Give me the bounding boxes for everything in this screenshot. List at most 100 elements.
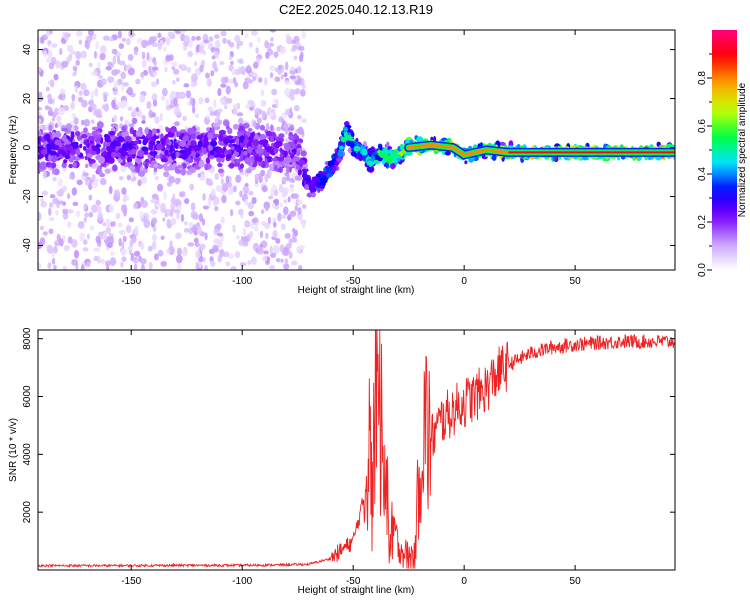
spectrogram-noise-cell bbox=[99, 177, 107, 186]
spectrogram-noise-cell bbox=[215, 185, 222, 192]
spectrogram-noise-cell bbox=[209, 256, 214, 263]
spectrogram-cell bbox=[318, 185, 325, 189]
spectrogram-noise-cell bbox=[214, 34, 220, 40]
spectrogram-noise-cell bbox=[59, 47, 63, 56]
spectrogram-cell bbox=[228, 138, 234, 144]
spectrogram-noise-cell bbox=[80, 50, 88, 59]
spectrogram-noise-cell bbox=[53, 245, 58, 254]
spectrogram-cell bbox=[366, 166, 374, 173]
spectrogram-cell bbox=[179, 139, 187, 148]
spectrogram-noise-cell bbox=[198, 97, 204, 105]
spectrogram-cell bbox=[229, 163, 235, 168]
spectrogram-noise-cell bbox=[214, 172, 219, 180]
spectrogram-cell bbox=[82, 172, 89, 177]
spectrogram-noise-cell bbox=[67, 209, 74, 214]
spectrogram-noise-cell bbox=[122, 235, 127, 243]
spectrogram-noise-cell bbox=[78, 39, 83, 45]
spectrogram-noise-cell bbox=[219, 97, 226, 104]
spectrogram-noise-cell bbox=[217, 108, 223, 113]
spectrogram-noise-cell bbox=[151, 112, 156, 118]
spectrogram-noise-cell bbox=[107, 242, 113, 249]
spectrogram-cell bbox=[283, 150, 288, 157]
spectrogram-noise-cell bbox=[47, 40, 52, 45]
spectrogram-noise-cell bbox=[46, 244, 53, 249]
spectrogram-cell bbox=[358, 154, 364, 162]
spectrogram-cell bbox=[104, 135, 111, 142]
spectrogram-noise-cell bbox=[261, 110, 266, 119]
spectrogram-noise-cell bbox=[140, 176, 148, 184]
spectrogram-noise-cell bbox=[269, 264, 276, 270]
spectrogram-noise-cell bbox=[171, 61, 178, 68]
spectrogram-noise-cell bbox=[83, 216, 88, 223]
spectrogram-cell bbox=[170, 128, 176, 133]
colorbar-gradient bbox=[712, 30, 737, 270]
spectrogram-cell bbox=[179, 149, 187, 154]
spectrogram-cell bbox=[76, 135, 82, 141]
spectrogram-noise-cell bbox=[179, 30, 187, 33]
spectrogram-cell bbox=[82, 146, 87, 151]
spectrogram-cell bbox=[297, 169, 302, 176]
spectrogram-noise-cell bbox=[214, 205, 219, 212]
spectrogram-noise-cell bbox=[140, 266, 146, 270]
spectrogram-noise-cell bbox=[62, 208, 69, 215]
spectrogram-noise-cell bbox=[293, 104, 300, 112]
spectrogram-noise-cell bbox=[298, 264, 303, 270]
spectrogram-noise-cell bbox=[195, 113, 200, 119]
spectrogram-noise-cell bbox=[272, 221, 277, 228]
y-tick-label: -40 bbox=[22, 238, 33, 253]
spectrogram-noise-cell bbox=[302, 84, 306, 90]
spectrogram-noise-cell bbox=[244, 32, 249, 38]
spectrogram-noise-cell bbox=[289, 107, 293, 114]
spectrogram-cell bbox=[212, 133, 220, 138]
spectrogram-noise-cell bbox=[139, 94, 146, 103]
spectrogram-noise-cell bbox=[58, 238, 64, 247]
spectrogram-noise-cell bbox=[216, 113, 220, 119]
spectrogram-noise-cell bbox=[239, 190, 243, 198]
spectrogram-noise-cell bbox=[89, 98, 94, 108]
spectrogram-noise-cell bbox=[51, 251, 55, 258]
spectrogram-noise-cell bbox=[269, 112, 274, 117]
spectrogram-cell bbox=[232, 123, 240, 130]
spectrogram-cell bbox=[212, 146, 219, 152]
spectrogram-noise-cell bbox=[234, 34, 241, 43]
spectrogram-noise-cell bbox=[67, 193, 71, 200]
spectrogram-noise-cell bbox=[195, 36, 201, 41]
spectrogram-noise-cell bbox=[153, 60, 157, 67]
spectrogram-noise-cell bbox=[39, 237, 46, 246]
spectrogram-noise-cell bbox=[271, 88, 278, 96]
spectrogram-cell bbox=[96, 130, 101, 136]
spectrogram-cell bbox=[338, 145, 344, 150]
spectrogram-noise-cell bbox=[232, 107, 238, 116]
spectrogram-cell bbox=[196, 135, 203, 140]
spectrogram-noise-cell bbox=[183, 228, 190, 233]
spectrogram-noise-cell bbox=[287, 214, 291, 221]
spectrogram-cell bbox=[180, 168, 186, 176]
spectrogram-noise-cell bbox=[77, 96, 84, 103]
spectrogram-cell bbox=[75, 131, 81, 137]
spectrogram-cell bbox=[242, 150, 248, 156]
spectrogram-cell bbox=[269, 135, 274, 143]
spectrogram-cell bbox=[283, 144, 291, 151]
spectrogram-noise-cell bbox=[83, 89, 90, 97]
spectrogram-noise-cell bbox=[48, 106, 53, 113]
spectrogram-noise-cell bbox=[273, 98, 277, 104]
spectrogram-cell bbox=[160, 157, 168, 163]
spectrogram-noise-cell bbox=[207, 199, 212, 209]
spectrogram-noise-cell bbox=[206, 78, 212, 87]
spectrogram-noise-cell bbox=[221, 194, 227, 204]
spectrogram-noise-cell bbox=[301, 204, 307, 209]
spectrogram-cell bbox=[122, 149, 127, 156]
spectrogram-noise-cell bbox=[202, 205, 210, 210]
spectrogram-noise-cell bbox=[151, 217, 158, 225]
spectrogram-noise-cell bbox=[283, 247, 290, 257]
spectrogram-noise-cell bbox=[225, 175, 229, 184]
spectrogram-panel: -150 -100 -50 0 50 -40 -20 0 20 40 Height of str… bbox=[8, 29, 676, 296]
spectrogram-cell bbox=[96, 121, 104, 129]
spectrogram-noise-cell bbox=[282, 188, 288, 196]
spectrogram-noise-cell bbox=[235, 235, 240, 240]
spectrogram-cell bbox=[332, 166, 336, 174]
spectrogram-noise-cell bbox=[112, 114, 118, 122]
spectrogram-noise-cell bbox=[106, 266, 110, 270]
spectrogram-noise-cell bbox=[117, 222, 123, 228]
